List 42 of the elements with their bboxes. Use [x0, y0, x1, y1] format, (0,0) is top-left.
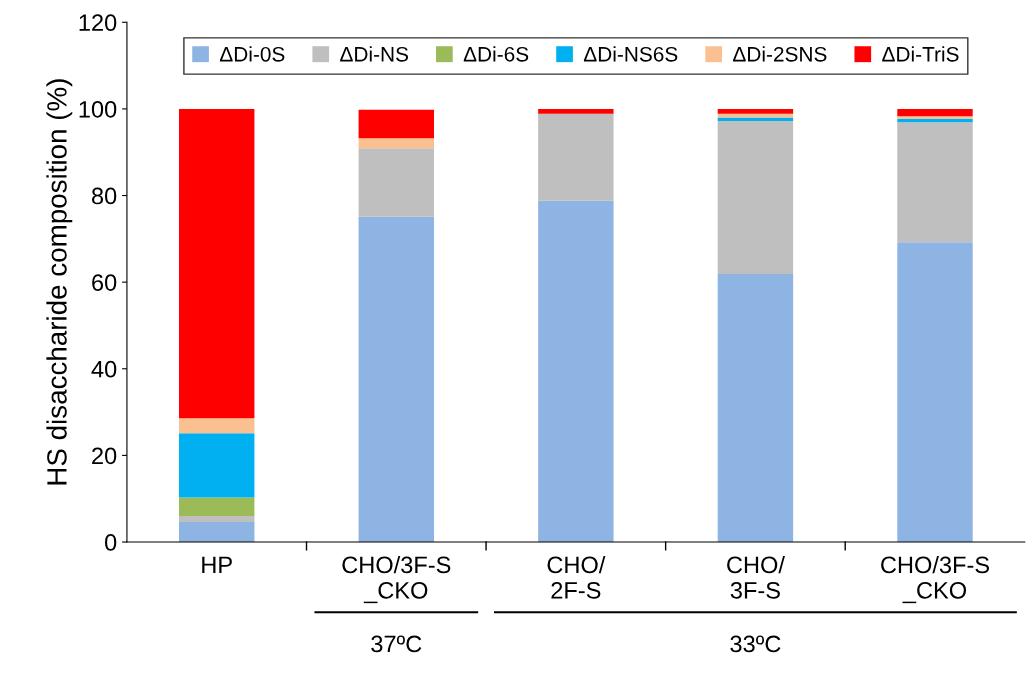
y-tick-label: 0	[105, 534, 117, 551]
legend-label: ΔDi-0S	[219, 46, 285, 62]
legend-label: ΔDi-2SNS	[733, 46, 827, 62]
bar	[358, 216, 434, 543]
bar	[897, 242, 973, 543]
x-tick-label: CHO/3F-S _CKO	[342, 555, 451, 604]
x-tick-label: CHO/3F-S _CKO	[881, 555, 990, 604]
bar	[897, 108, 973, 117]
bar	[717, 108, 794, 114]
text: 37ºC	[371, 635, 422, 653]
y-tick-label: 80	[91, 187, 117, 205]
bar	[897, 116, 973, 119]
y-tick-label: 20	[92, 447, 117, 465]
x-tick-label: CHO/ 3F-S	[727, 555, 785, 599]
bar	[358, 148, 434, 217]
legend-label: ΔDi-NS6S	[583, 46, 678, 62]
bar	[358, 109, 434, 139]
bar	[538, 113, 614, 201]
bar	[179, 108, 255, 419]
legend-label: ΔDi-6S	[463, 46, 529, 62]
x-tick-label: CHO/ 2F-S	[547, 555, 606, 599]
bar	[717, 121, 794, 274]
bar	[538, 200, 614, 543]
bar	[897, 122, 973, 243]
bar	[179, 433, 255, 498]
bar	[179, 516, 255, 523]
y-tick-label: 60	[92, 274, 117, 291]
y-axis-title: HS disaccharide composition (%)	[46, 79, 73, 485]
y-tick-label: 120	[79, 14, 117, 32]
bar	[179, 418, 255, 434]
bar	[538, 108, 614, 114]
bar	[179, 497, 255, 517]
bar	[717, 273, 794, 543]
text: 33ºC	[730, 635, 781, 653]
bar	[179, 522, 255, 543]
legend-label: ΔDi-TriS	[882, 46, 959, 62]
legend-label: ΔDi-NS	[340, 46, 409, 62]
bar	[358, 138, 434, 149]
x-tick-label: HP	[202, 556, 232, 574]
bar	[717, 113, 794, 118]
y-tick-label: 40	[91, 360, 117, 378]
y-tick-label: 100	[79, 100, 117, 118]
